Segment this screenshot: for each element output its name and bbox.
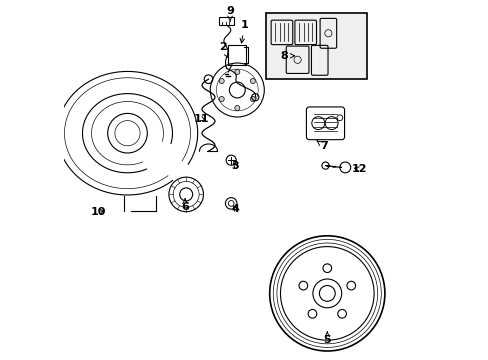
Text: 4: 4: [231, 204, 239, 214]
Text: 9: 9: [225, 6, 234, 21]
Circle shape: [346, 281, 355, 290]
Bar: [228, 45, 246, 65]
Text: 12: 12: [351, 164, 366, 174]
Text: 5: 5: [323, 332, 330, 345]
Circle shape: [337, 310, 346, 318]
Circle shape: [298, 281, 307, 290]
Circle shape: [219, 96, 224, 102]
Bar: [219, 17, 233, 25]
Text: 7: 7: [316, 141, 327, 151]
Circle shape: [250, 78, 255, 84]
Text: 3: 3: [231, 161, 239, 171]
Circle shape: [219, 78, 224, 84]
Circle shape: [234, 105, 239, 111]
Text: 1: 1: [240, 20, 248, 43]
Circle shape: [307, 310, 316, 318]
Circle shape: [322, 264, 331, 273]
Text: 6: 6: [181, 199, 189, 212]
Circle shape: [250, 96, 255, 102]
Text: 8: 8: [280, 51, 294, 61]
Bar: [265, 13, 366, 79]
Text: 11: 11: [193, 114, 209, 124]
Circle shape: [234, 69, 239, 75]
Text: 2: 2: [219, 42, 228, 58]
Text: 10: 10: [91, 207, 106, 217]
